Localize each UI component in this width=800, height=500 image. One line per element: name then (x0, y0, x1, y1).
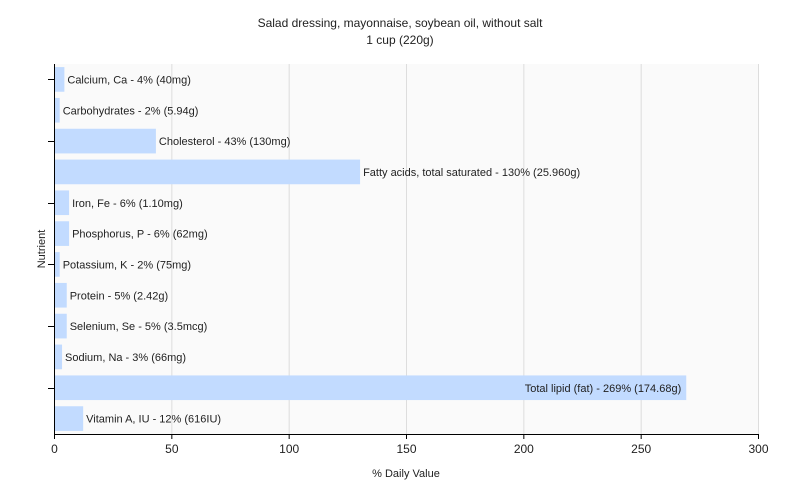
bar-2 (55, 128, 156, 154)
bar-label-1: Carbohydrates - 2% (5.94g) (63, 105, 199, 117)
bar-5 (55, 221, 70, 246)
bar-7 (55, 282, 67, 308)
x-axis-label: % Daily Value (372, 468, 440, 480)
bar-10 (55, 375, 687, 401)
x-tick-label-50: 50 (165, 442, 179, 456)
x-tick-label-250: 250 (631, 442, 651, 456)
bar-label-5: Phosphorus, P - 6% (62mg) (72, 229, 208, 241)
bar-label-7: Protein - 5% (2.42g) (70, 290, 168, 302)
bar-0 (55, 67, 65, 92)
axes: 0 50 100 150 200 250 300 (48, 64, 769, 456)
bar-6 (55, 252, 60, 277)
bar-label-0: Calcium, Ca - 4% (40mg) (67, 74, 190, 86)
x-tick-label-200: 200 (514, 442, 534, 456)
bar-9 (55, 344, 63, 370)
grid-lines (171, 64, 759, 434)
bar-8 (55, 313, 67, 339)
bar-4 (55, 190, 70, 216)
x-tick-label-150: 150 (396, 442, 416, 456)
bar-label-2: Cholesterol - 43% (130mg) (159, 136, 290, 148)
x-tick-label-0: 0 (51, 442, 58, 456)
bars: Calcium, Ca - 4% (40mg) Carbohydrates - 2… (55, 67, 687, 431)
bar-label-10: Total lipid (fat) - 269% (174.68g) (525, 383, 682, 395)
bar-label-11: Vitamin A, IU - 12% (616IU) (86, 414, 221, 426)
bar-1 (55, 97, 60, 123)
x-tick-label-100: 100 (279, 442, 299, 456)
bar-label-8: Selenium, Se - 5% (3.5mcg) (70, 321, 208, 333)
bar-label-3: Fatty acids, total saturated - 130% (25.… (363, 167, 580, 179)
chart-title: Salad dressing, mayonnaise, soybean oil,… (258, 16, 543, 30)
bar-label-4: Iron, Fe - 6% (1.10mg) (72, 198, 183, 210)
x-tick-label-300: 300 (748, 442, 768, 456)
bar-label-9: Sodium, Na - 3% (66mg) (65, 352, 186, 364)
y-axis-label: Nutrient (36, 230, 48, 269)
bar-label-6: Potassium, K - 2% (75mg) (63, 259, 191, 271)
chart-subtitle: 1 cup (220g) (366, 33, 433, 47)
bar-11 (55, 406, 84, 431)
bar-3 (55, 159, 361, 185)
